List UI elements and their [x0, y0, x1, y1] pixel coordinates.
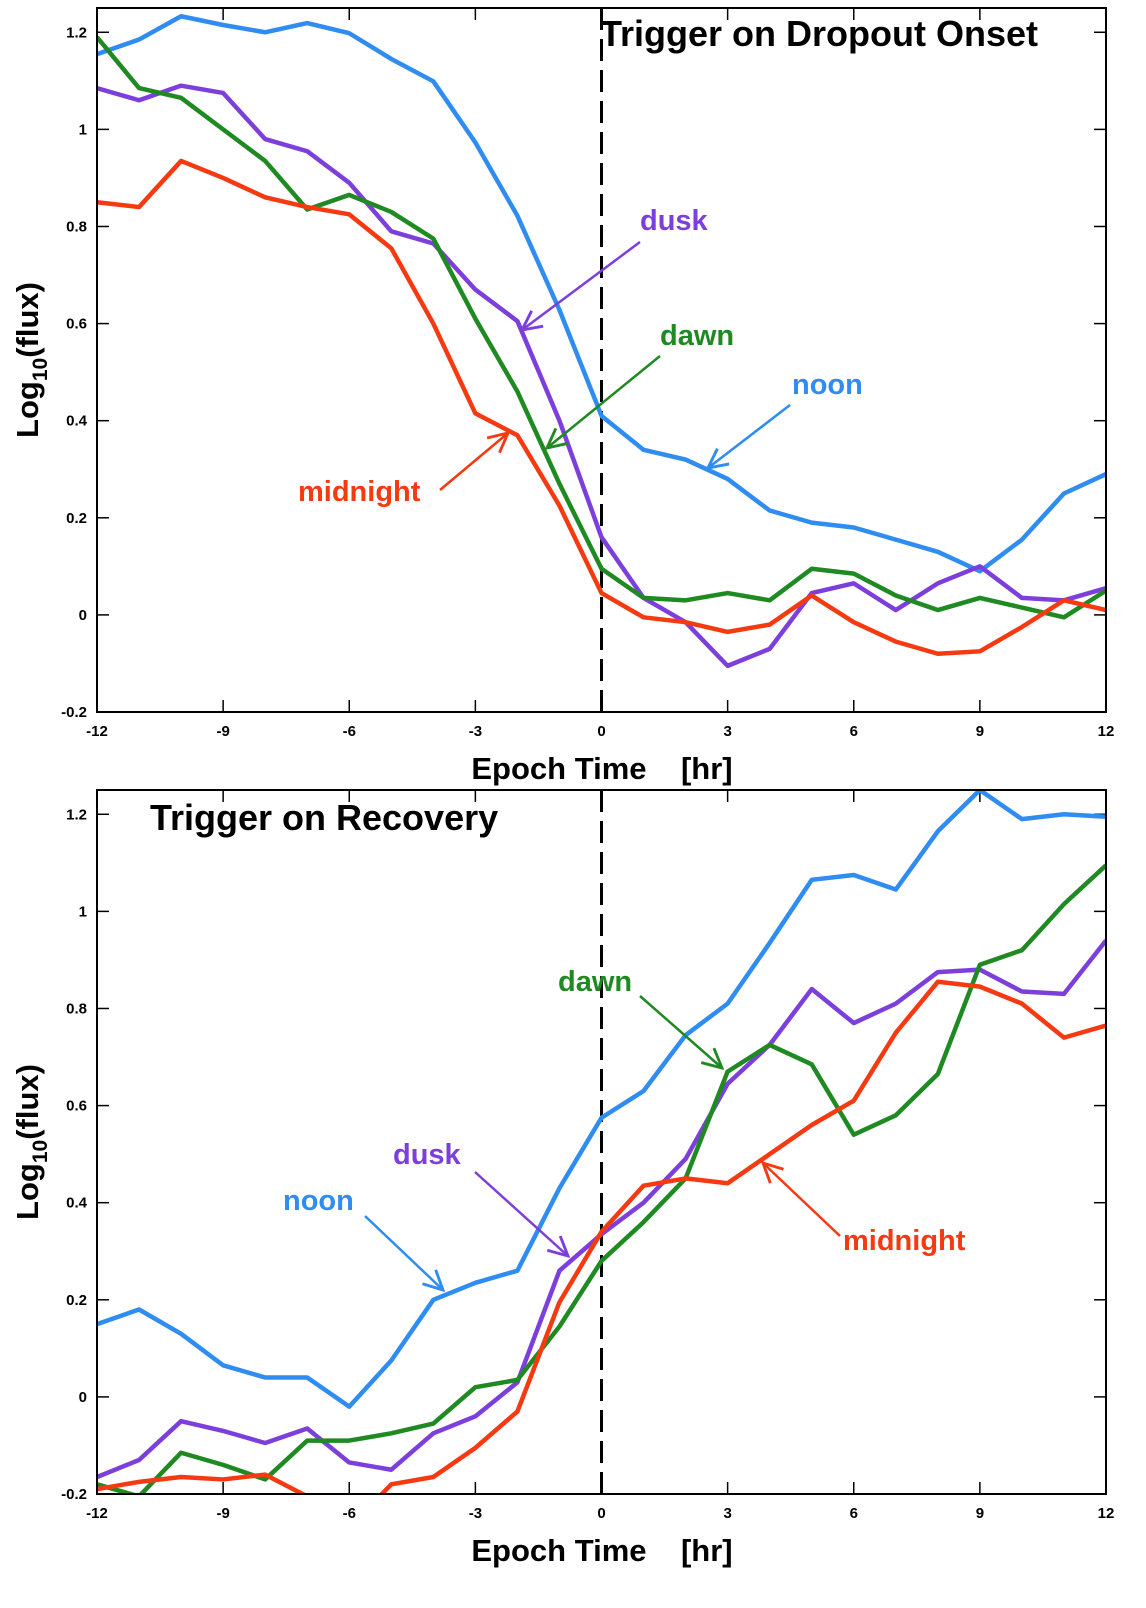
series-label: noon: [283, 1185, 354, 1217]
y-tick-label: 1.2: [66, 24, 87, 41]
y-axis-label-rest: (flux): [10, 282, 45, 358]
series-label: dawn: [558, 966, 632, 998]
y-tick-label: -0.2: [61, 1486, 87, 1503]
x-tick-label: 9: [976, 1505, 984, 1522]
y-axis-label-base: Log: [10, 381, 45, 438]
x-tick-label: 0: [597, 1505, 605, 1522]
y-axis-label-base: Log: [10, 1163, 45, 1220]
x-tick-label: 3: [723, 723, 731, 740]
x-tick-label: -6: [343, 723, 356, 740]
x-tick-label: 6: [850, 1505, 858, 1522]
chart-title: Trigger on Dropout Onset: [600, 13, 1038, 54]
y-tick-label: 1.2: [66, 806, 87, 823]
y-tick-label: 0.2: [66, 1292, 87, 1309]
series-label: midnight: [843, 1225, 966, 1257]
series-label: midnight: [298, 476, 421, 508]
label-arrow: [522, 240, 641, 330]
series-label: dawn: [660, 320, 734, 352]
x-tick-label: -3: [469, 723, 482, 740]
series-label: dusk: [640, 205, 709, 237]
x-tick-label: 3: [723, 1505, 731, 1522]
y-axis-label-sub: 10: [29, 1140, 52, 1163]
label-arrow: [474, 1171, 568, 1256]
series-line: [97, 863, 1106, 1494]
y-tick-label: 0.2: [66, 510, 87, 527]
label-arrow: [364, 1215, 443, 1290]
y-tick-label: 0.4: [66, 413, 88, 430]
y-tick-label: 1: [79, 903, 87, 920]
plot-frame: [96, 789, 1107, 1495]
y-tick-label: 1: [79, 121, 87, 138]
label-arrow: [708, 404, 791, 468]
label-arrow: [547, 355, 661, 448]
series-line: [97, 14, 1106, 574]
x-axis-label: Epoch Time [hr]: [471, 1533, 732, 1568]
x-tick-label: -9: [216, 1505, 229, 1522]
y-tick-label: 0.8: [66, 1000, 87, 1017]
x-tick-label: -6: [343, 1505, 356, 1522]
x-axis-label: Epoch Time [hr]: [471, 751, 732, 786]
plot-frame: [96, 7, 1107, 713]
y-tick-label: 0.4: [66, 1195, 88, 1212]
x-tick-label: -3: [469, 1505, 482, 1522]
x-tick-label: -9: [216, 723, 229, 740]
y-tick-label: 0.6: [66, 1098, 87, 1115]
y-tick-label: -0.2: [61, 704, 87, 721]
y-axis-label-sub: 10: [29, 358, 52, 381]
series-label: dusk: [393, 1139, 462, 1171]
y-axis-label: Log10(flux): [10, 1064, 52, 1220]
y-tick-label: 0: [79, 1389, 87, 1406]
series-line: [97, 790, 1106, 1409]
series-line: [97, 979, 1106, 1494]
label-arrow: [763, 1163, 841, 1237]
chart-title: Trigger on Recovery: [150, 797, 498, 838]
x-tick-label: -12: [86, 723, 108, 740]
series-label: noon: [792, 369, 863, 401]
y-tick-label: 0.8: [66, 218, 87, 235]
label-arrow: [639, 995, 722, 1068]
x-tick-label: 0: [597, 723, 605, 740]
y-tick-label: 0.6: [66, 316, 87, 333]
y-tick-label: 0: [79, 607, 87, 624]
x-tick-label: 6: [850, 723, 858, 740]
x-tick-label: 12: [1098, 1505, 1115, 1522]
x-tick-label: 12: [1098, 723, 1115, 740]
series-line: [97, 35, 1106, 620]
label-arrow: [439, 433, 508, 491]
y-axis-label: Log10(flux): [10, 282, 52, 438]
series-line: [97, 83, 1106, 669]
series-line: [97, 158, 1106, 656]
x-tick-label: -12: [86, 1505, 108, 1522]
y-axis-label-rest: (flux): [10, 1064, 45, 1140]
x-tick-label: 9: [976, 723, 984, 740]
